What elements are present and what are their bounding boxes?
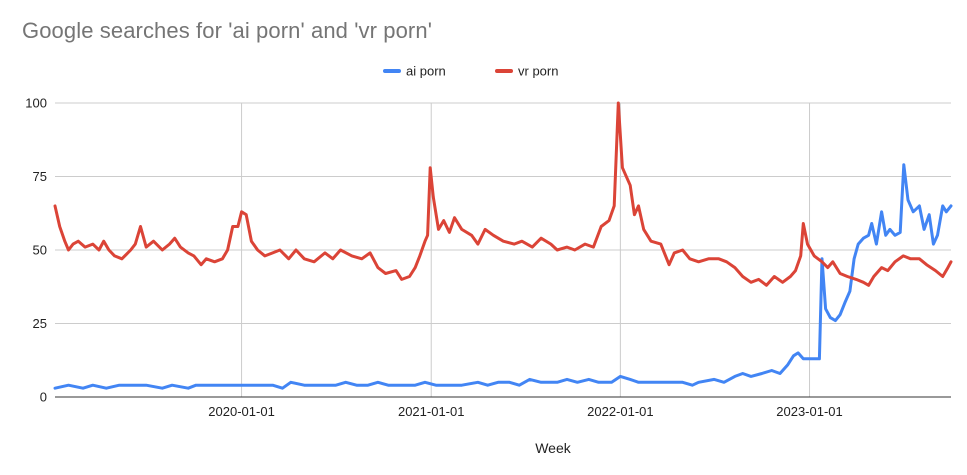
axis-labels: 0 25 50 75 100 2020-01-01 2021-01-01 2022-01-01… [25,96,842,457]
gridlines [55,102,951,398]
y-tick-label: 50 [33,243,47,258]
legend-label-vr-porn: vr porn [518,64,558,79]
series-line-vr-porn [53,101,953,287]
y-tick-label: 100 [25,96,47,111]
x-tick-label: 2021-01-01 [398,404,465,419]
legend: ai porn vr porn [383,64,558,79]
y-tick-label: 75 [33,169,47,184]
chart-title: Google searches for 'ai porn' and 'vr po… [22,18,432,43]
y-tick-label: 25 [33,316,47,331]
x-tick-label: 2020-01-01 [208,404,275,419]
legend-label-ai-porn: ai porn [406,64,446,79]
y-tick-label: 0 [40,390,47,405]
x-tick-label: 2022-01-01 [587,404,654,419]
series-line-ai-porn [53,163,953,390]
x-tick-label: 2023-01-01 [776,404,843,419]
series-lines [53,101,953,390]
x-axis-title: Week [535,440,572,456]
